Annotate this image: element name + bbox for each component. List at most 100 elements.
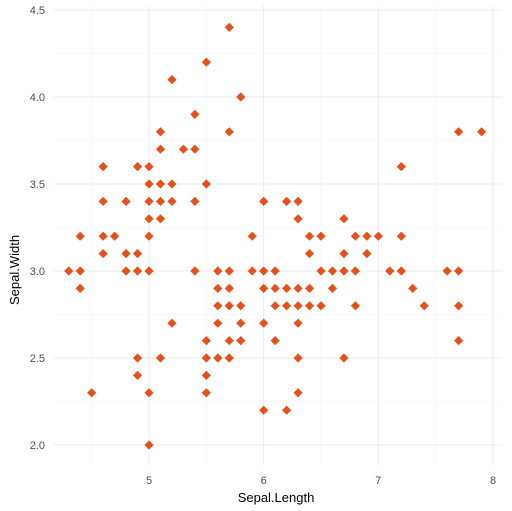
data-point xyxy=(350,266,361,276)
data-point xyxy=(259,266,269,276)
data-point xyxy=(144,196,154,206)
data-point xyxy=(201,336,211,346)
data-point xyxy=(75,266,85,276)
data-point xyxy=(304,231,315,241)
data-point xyxy=(75,283,85,293)
data-point xyxy=(109,231,120,241)
data-point xyxy=(304,249,315,259)
data-point xyxy=(155,196,166,206)
data-point xyxy=(190,109,200,119)
data-point xyxy=(236,92,246,102)
data-point xyxy=(213,301,223,311)
data-point xyxy=(224,353,234,363)
data-point xyxy=(442,266,452,276)
x-tick-label: 6 xyxy=(261,475,267,487)
data-point xyxy=(144,388,154,398)
data-point xyxy=(167,179,177,189)
data-point xyxy=(224,301,234,311)
data-point xyxy=(155,144,166,154)
data-point xyxy=(201,388,211,398)
data-point xyxy=(454,336,464,346)
data-point xyxy=(293,196,303,206)
x-axis-ticks: 5 6 7 8 xyxy=(146,475,496,487)
data-point xyxy=(132,266,143,276)
data-point xyxy=(293,388,303,398)
data-point xyxy=(132,370,143,380)
data-point xyxy=(155,179,166,189)
x-tick-label: 8 xyxy=(490,475,496,487)
data-point xyxy=(167,196,177,206)
data-point xyxy=(362,249,372,259)
data-point xyxy=(385,266,395,276)
data-point xyxy=(167,318,177,328)
data-point xyxy=(144,266,154,276)
data-point xyxy=(282,301,292,311)
data-point xyxy=(236,336,246,346)
data-point xyxy=(201,370,211,380)
data-point xyxy=(316,266,326,276)
data-point xyxy=(213,353,223,363)
data-point xyxy=(87,388,97,398)
data-point xyxy=(213,266,223,276)
data-point xyxy=(304,283,315,293)
data-point xyxy=(247,266,257,276)
data-point xyxy=(259,405,269,415)
y-tick-label: 3.5 xyxy=(30,179,45,191)
data-point xyxy=(282,405,292,415)
data-point xyxy=(155,214,166,224)
data-point xyxy=(396,266,406,276)
data-point xyxy=(396,162,406,172)
data-point xyxy=(144,162,154,172)
data-point xyxy=(190,144,200,154)
data-point xyxy=(144,214,154,224)
y-tick-label: 4.0 xyxy=(30,92,45,104)
data-point xyxy=(190,266,200,276)
data-point xyxy=(373,231,383,241)
data-point xyxy=(75,231,85,241)
data-point xyxy=(132,353,143,363)
data-point xyxy=(224,336,234,346)
data-point xyxy=(293,301,303,311)
data-point xyxy=(293,214,303,224)
data-point xyxy=(350,301,361,311)
data-point xyxy=(339,214,349,224)
data-point xyxy=(155,127,166,137)
data-point xyxy=(64,266,74,276)
data-point xyxy=(454,127,464,137)
y-tick-label: 2.5 xyxy=(30,353,45,365)
x-axis-title: Sepal.Length xyxy=(238,490,315,505)
data-point xyxy=(339,249,349,259)
data-point xyxy=(144,179,154,189)
data-point xyxy=(201,179,211,189)
data-point xyxy=(201,57,211,67)
data-point xyxy=(396,231,406,241)
x-tick-label: 7 xyxy=(375,475,381,487)
data-point xyxy=(350,231,361,241)
data-point xyxy=(316,301,326,311)
data-point xyxy=(132,162,143,172)
data-point xyxy=(316,231,326,241)
data-point xyxy=(224,22,234,32)
data-point xyxy=(144,440,154,450)
x-tick-label: 5 xyxy=(146,475,152,487)
data-point xyxy=(144,231,154,241)
data-point xyxy=(121,196,131,206)
y-tick-label: 3.0 xyxy=(30,266,45,278)
data-point xyxy=(293,318,303,328)
data-point xyxy=(213,318,223,328)
data-point xyxy=(282,196,292,206)
data-point xyxy=(327,283,338,293)
data-point xyxy=(98,162,108,172)
data-point xyxy=(454,301,464,311)
y-axis-ticks: 2.0 2.5 3.0 3.5 4.0 4.5 xyxy=(30,5,45,452)
data-point xyxy=(178,144,189,154)
y-tick-label: 4.5 xyxy=(30,5,45,17)
y-tick-label: 2.0 xyxy=(30,440,45,452)
data-point xyxy=(327,266,338,276)
data-points xyxy=(64,22,487,450)
data-point xyxy=(419,301,429,311)
data-point xyxy=(224,266,234,276)
data-point xyxy=(247,231,257,241)
data-point xyxy=(121,266,131,276)
